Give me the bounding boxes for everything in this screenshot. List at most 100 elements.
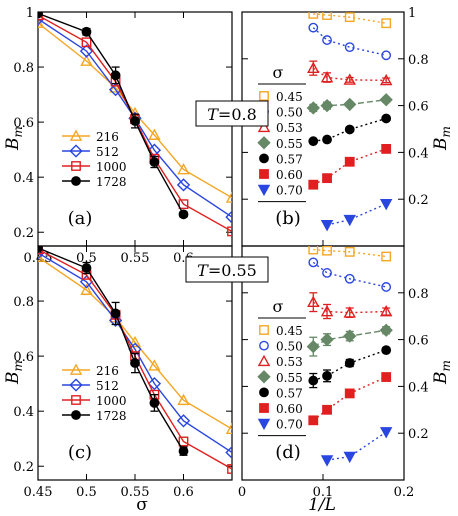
legend-marker xyxy=(257,184,271,197)
data-point xyxy=(178,446,189,456)
series-line xyxy=(313,117,387,142)
data-point xyxy=(225,191,232,203)
series-0.60 xyxy=(308,143,392,190)
data-point xyxy=(320,332,334,347)
data-point xyxy=(307,61,320,74)
legend-label: 216 xyxy=(96,364,119,378)
y-tick-label: 0.2 xyxy=(13,226,34,241)
data-point xyxy=(344,273,355,284)
series-line xyxy=(38,252,232,454)
series-line xyxy=(38,247,185,452)
data-point xyxy=(110,308,121,319)
legend-label: 0.57 xyxy=(276,152,303,166)
legend-label: 0.50 xyxy=(276,340,303,354)
data-point xyxy=(343,214,356,227)
series-0.53 xyxy=(307,292,393,320)
legend-marker xyxy=(71,176,81,186)
y-tick-label: 0.6 xyxy=(13,116,34,131)
series-0.45 xyxy=(308,12,392,29)
series-line xyxy=(326,431,387,461)
legend-label: 0.70 xyxy=(276,418,303,432)
data-point xyxy=(344,358,355,368)
legend-marker xyxy=(257,136,271,150)
plot-frame xyxy=(241,11,405,247)
data-point xyxy=(343,451,356,464)
data-point xyxy=(322,370,332,381)
series-1728 xyxy=(38,246,189,456)
x-tick-label: 0 xyxy=(238,485,246,500)
data-point xyxy=(308,257,319,268)
data-point xyxy=(320,305,334,317)
legend-label: 1000 xyxy=(96,394,127,408)
series-group xyxy=(38,12,232,237)
legend-label: 0.53 xyxy=(276,355,303,369)
legend-label: 216 xyxy=(96,130,119,144)
series-1728 xyxy=(38,12,189,220)
svg-text:Bm: Bm xyxy=(3,360,25,385)
data-point xyxy=(308,22,319,33)
data-point xyxy=(343,306,356,318)
data-point xyxy=(322,173,332,184)
data-point xyxy=(379,198,393,211)
y-tick-label: 0.4 xyxy=(13,405,34,420)
svg-text:T=0.55: T=0.55 xyxy=(197,261,257,280)
data-point xyxy=(381,345,392,356)
legend-label: 0.53 xyxy=(276,121,303,135)
legend-marker xyxy=(259,91,269,101)
series-0.70 xyxy=(320,427,393,467)
legend-marker xyxy=(259,169,269,179)
y-tick-label: 1 xyxy=(26,6,34,21)
legend-marker xyxy=(259,387,269,398)
data-point xyxy=(38,12,43,19)
y-tick-label: 0.4 xyxy=(408,380,429,395)
data-point xyxy=(79,44,94,58)
series-0.55 xyxy=(306,323,393,357)
panel-d: 0.20.40.60.80 0.1 0.2(d)σ0.450.500.530.550… xyxy=(238,245,429,500)
legend-marker xyxy=(257,418,271,431)
data-point xyxy=(177,393,190,406)
data-point xyxy=(128,335,142,348)
y-tick-label: 0.6 xyxy=(13,350,34,365)
data-point xyxy=(176,178,191,192)
series-0.57 xyxy=(308,113,392,147)
legend-title: σ xyxy=(273,63,284,82)
data-point xyxy=(227,464,232,474)
data-point xyxy=(308,136,319,147)
data-point xyxy=(379,93,393,107)
legend-marker xyxy=(71,410,81,420)
x-axis-title-left: σ xyxy=(136,495,148,515)
legend-marker xyxy=(259,403,269,413)
data-point xyxy=(322,404,332,415)
y-axis-title-left-bottom: Bm xyxy=(3,360,25,385)
series-group xyxy=(306,246,393,467)
series-0.55 xyxy=(306,93,393,115)
y-tick-label: 0.6 xyxy=(408,100,429,115)
series-0.70 xyxy=(320,198,393,232)
temperature-box-top: T=0.8 xyxy=(195,100,269,127)
legend-marker xyxy=(257,120,271,133)
data-point xyxy=(225,445,232,460)
panel-a: 0.20.40.60.810.45 0.5 0.55 0.6(a)2165121000… xyxy=(13,6,233,266)
data-point xyxy=(148,128,161,140)
y-tick-label: 0.8 xyxy=(408,53,429,68)
series-group xyxy=(38,246,232,474)
series-line xyxy=(312,329,387,348)
temp-symbol: T xyxy=(197,261,209,280)
data-point xyxy=(227,226,232,237)
svg-text:Bm: Bm xyxy=(431,126,453,151)
y-tick-label: 1 xyxy=(408,6,416,21)
data-point xyxy=(130,116,140,126)
temp-value: 0.55 xyxy=(221,261,257,280)
legend-marker xyxy=(259,153,269,164)
legend-label: 0.45 xyxy=(276,90,303,104)
legend-label: 512 xyxy=(96,145,119,159)
data-point xyxy=(344,12,355,23)
svg-text:T=0.8: T=0.8 xyxy=(207,105,257,124)
data-point xyxy=(308,246,319,255)
svg-text:Bm: Bm xyxy=(3,126,25,151)
y-tick-label: 0.2 xyxy=(13,460,34,475)
data-point xyxy=(379,323,393,337)
data-point xyxy=(176,414,191,428)
data-point xyxy=(308,415,319,426)
panel-label: (c) xyxy=(68,442,92,463)
